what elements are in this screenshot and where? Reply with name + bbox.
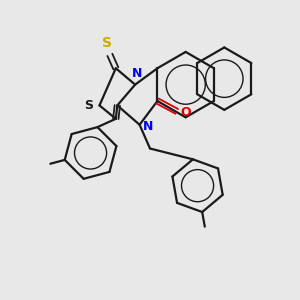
Text: S: S: [102, 35, 112, 50]
Text: N: N: [131, 67, 142, 80]
Text: N: N: [143, 120, 154, 133]
Text: S: S: [84, 99, 93, 112]
Text: O: O: [180, 106, 191, 119]
